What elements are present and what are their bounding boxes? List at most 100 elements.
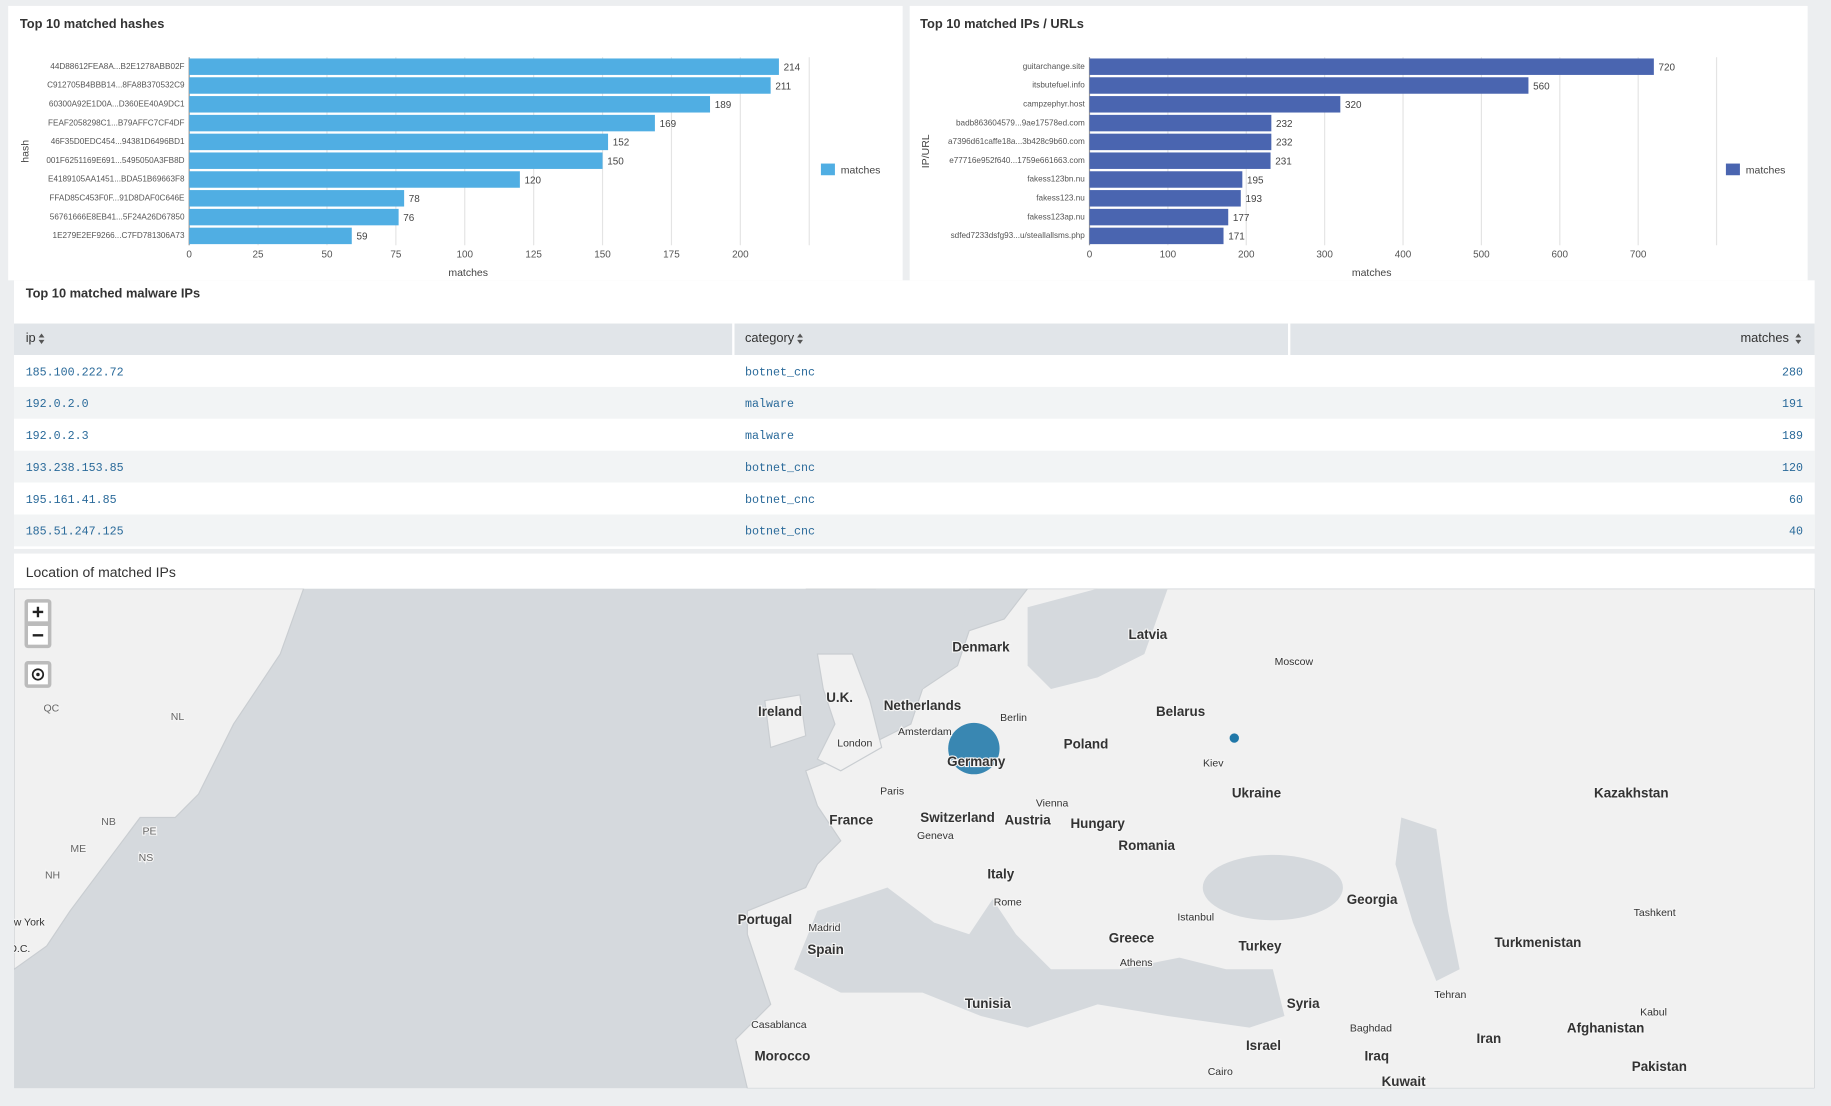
table-cell: 189 [1782, 429, 1803, 443]
map-label: Kiev [1203, 758, 1224, 770]
map-label: NB [101, 816, 116, 828]
map-label: Latvia [1129, 627, 1168, 642]
map-label: Iraq [1364, 1048, 1389, 1063]
map-label: Casablanca [751, 1019, 807, 1031]
map-label: Ireland [758, 704, 802, 719]
map-label: Ukraine [1232, 786, 1281, 801]
map-label: Hungary [1070, 816, 1125, 831]
legend-label: matches [1746, 164, 1786, 176]
x-tick-label: 75 [390, 249, 402, 260]
bar [189, 96, 711, 113]
map-label: Iran [1477, 1031, 1502, 1046]
panel-title: Top 10 matched malware IPs [26, 286, 200, 301]
map-label: Portugal [738, 912, 792, 927]
table-cell: 191 [1782, 397, 1803, 411]
locate-icon [36, 672, 40, 677]
legend-swatch [820, 163, 835, 176]
map-label: Athens [1120, 957, 1153, 969]
sort-icon [38, 333, 45, 344]
map-label: Romania [1118, 838, 1175, 853]
map-label: Amsterdam [898, 726, 952, 738]
map-label: Kazakhstan [1594, 786, 1669, 801]
y-tick-label: FFAD85C453F0F...91D8DAF0C646E [49, 193, 185, 202]
sea [875, 588, 970, 690]
y-tick-label: guitarchange.site [1023, 62, 1086, 71]
map-label: Syria [1287, 996, 1320, 1011]
map-label: Rome [994, 897, 1022, 909]
location-bubble[interactable] [1229, 733, 1239, 743]
y-tick-label: badb863604579...9ae17578ed.com [956, 118, 1085, 127]
land [816, 653, 883, 772]
bar [1089, 58, 1654, 75]
data-label: 120 [525, 175, 542, 186]
data-label: 232 [1276, 138, 1293, 149]
data-label: 78 [409, 194, 421, 205]
map-label: Turkmenistan [1494, 935, 1581, 950]
map[interactable]: Denmark Latvia Moscow Ireland U.K. Netherland… [9, 588, 1815, 1089]
table-row [14, 514, 1815, 547]
table-cell: botnet_cnc [745, 525, 815, 539]
land [764, 694, 807, 749]
map-label: w York [13, 916, 46, 928]
table-cell: botnet_cnc [745, 461, 815, 475]
y-tick-label: fakess123.nu [1036, 193, 1085, 202]
x-tick-label: 0 [1087, 249, 1093, 260]
map-label: Baghdad [1350, 1023, 1392, 1035]
y-tick-label: fakess123bn.nu [1027, 175, 1085, 184]
x-tick-label: 600 [1552, 249, 1569, 260]
bar [1089, 152, 1271, 169]
sort-icon [797, 333, 803, 344]
sea [1202, 854, 1343, 921]
table-cell: 192.0.2.0 [26, 397, 89, 411]
legend-label: matches [841, 164, 881, 176]
bar [1089, 208, 1229, 226]
map-label: D.C. [9, 943, 30, 955]
map-label: Netherlands [884, 698, 961, 713]
y-tick-label: 56761666E8EB41...5F24A26D67850 [50, 212, 185, 221]
table-row [14, 418, 1815, 451]
bar [1089, 77, 1529, 94]
bar [189, 190, 405, 207]
map-label: Istanbul [1177, 912, 1214, 924]
y-tick-label: fakess123ap.nu [1027, 212, 1085, 221]
map-label: Poland [1064, 737, 1109, 752]
table-cell: 185.100.222.72 [26, 365, 124, 379]
bar [1089, 171, 1243, 188]
x-axis-label: matches [1352, 267, 1392, 279]
x-tick-label: 100 [456, 249, 473, 260]
map-label: Morocco [754, 1048, 810, 1063]
x-tick-label: 700 [1630, 249, 1647, 260]
location-bubble[interactable] [948, 722, 1000, 775]
map-label: Israel [1246, 1038, 1281, 1053]
table-cell: botnet_cnc [745, 365, 815, 379]
map-labels: Denmark Latvia Moscow Ireland U.K. Netherland… [9, 626, 1688, 1089]
table-cell: malware [745, 429, 794, 443]
map-label: QC [44, 703, 60, 715]
sea [1395, 817, 1460, 981]
map-label: U.K. [826, 690, 853, 705]
map-label: London [837, 738, 872, 750]
map-label: Vienna [1036, 797, 1069, 809]
map-label: Afghanistan [1567, 1020, 1644, 1035]
x-tick-label: 50 [321, 249, 333, 260]
table-row [14, 355, 1815, 387]
table-cell: botnet_cnc [745, 493, 815, 507]
table-cell: 60 [1789, 493, 1803, 507]
x-axis-label: matches [448, 267, 488, 279]
data-label: 231 [1275, 156, 1292, 167]
panel-title: Location of matched IPs [26, 564, 176, 580]
map-label: NL [171, 711, 185, 723]
y-tick-label: 001F6251169E691...5495050A3FB8D [46, 156, 184, 165]
land [14, 588, 305, 971]
legend-swatch [1725, 163, 1740, 176]
bar [189, 114, 655, 132]
map-label: Italy [987, 866, 1014, 881]
bar [189, 152, 603, 169]
bar [189, 133, 609, 151]
map-label: Tashkent [1634, 907, 1676, 919]
x-tick-label: 25 [253, 249, 265, 260]
bar [1089, 133, 1272, 151]
map-label: Kabul [1640, 1006, 1667, 1018]
data-label: 193 [1245, 194, 1262, 205]
